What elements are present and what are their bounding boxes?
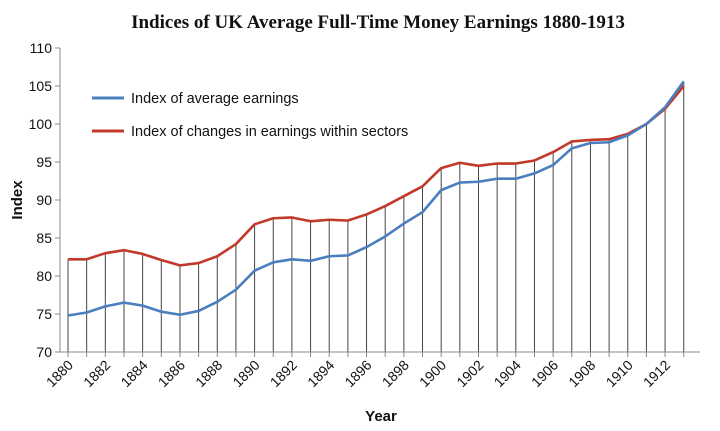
y-axis: 70 75 80 85 90 95 100 105 110 [29, 40, 61, 360]
x-tick-label: 1912 [640, 357, 673, 390]
x-axis: 1880 1882 1884 1886 1888 1890 1892 1894 1896 1898… [43, 351, 700, 390]
y-axis-title: Index [9, 180, 26, 220]
x-tick-label: 1880 [43, 357, 76, 390]
x-tick-label: 1884 [117, 357, 150, 390]
y-tick-label: 95 [36, 154, 52, 170]
x-axis-title: Year [365, 408, 397, 425]
legend-label: Index of average earnings [131, 91, 299, 107]
x-tick-label: 1894 [304, 357, 337, 390]
x-tick-label: 1910 [603, 357, 636, 390]
x-tick-label: 1890 [229, 357, 262, 390]
x-tick-label: 1892 [267, 357, 300, 390]
x-tick-label: 1904 [491, 357, 524, 390]
x-tick-label: 1902 [453, 357, 486, 390]
y-tick-label: 75 [36, 306, 52, 322]
y-tick-label: 105 [29, 78, 53, 94]
y-tick-label: 90 [36, 192, 52, 208]
x-tick-label: 1900 [416, 357, 449, 390]
legend-label: Index of changes in earnings within sect… [131, 124, 408, 140]
y-tick-label: 80 [36, 268, 52, 284]
x-tick-label: 1882 [80, 357, 113, 390]
y-tick-label: 110 [30, 40, 53, 56]
series-layer [67, 80, 685, 317]
x-tick-label: 1908 [565, 357, 598, 390]
series-line [68, 85, 685, 267]
x-tick-label: 1896 [341, 357, 374, 390]
x-tick-label: 1886 [155, 357, 188, 390]
y-tick-label: 85 [36, 230, 52, 246]
x-tick-label: 1906 [528, 357, 561, 390]
y-tick-label: 70 [36, 344, 52, 360]
year-drop-lines [67, 81, 685, 352]
legend: Index of average earnings Index of change… [92, 91, 408, 140]
x-tick-label: 1898 [379, 357, 412, 390]
series-line [67, 80, 685, 317]
y-tick-label: 100 [29, 116, 53, 132]
chart-title: Indices of UK Average Full-Time Money Ea… [131, 12, 625, 33]
x-tick-label: 1888 [192, 357, 225, 390]
